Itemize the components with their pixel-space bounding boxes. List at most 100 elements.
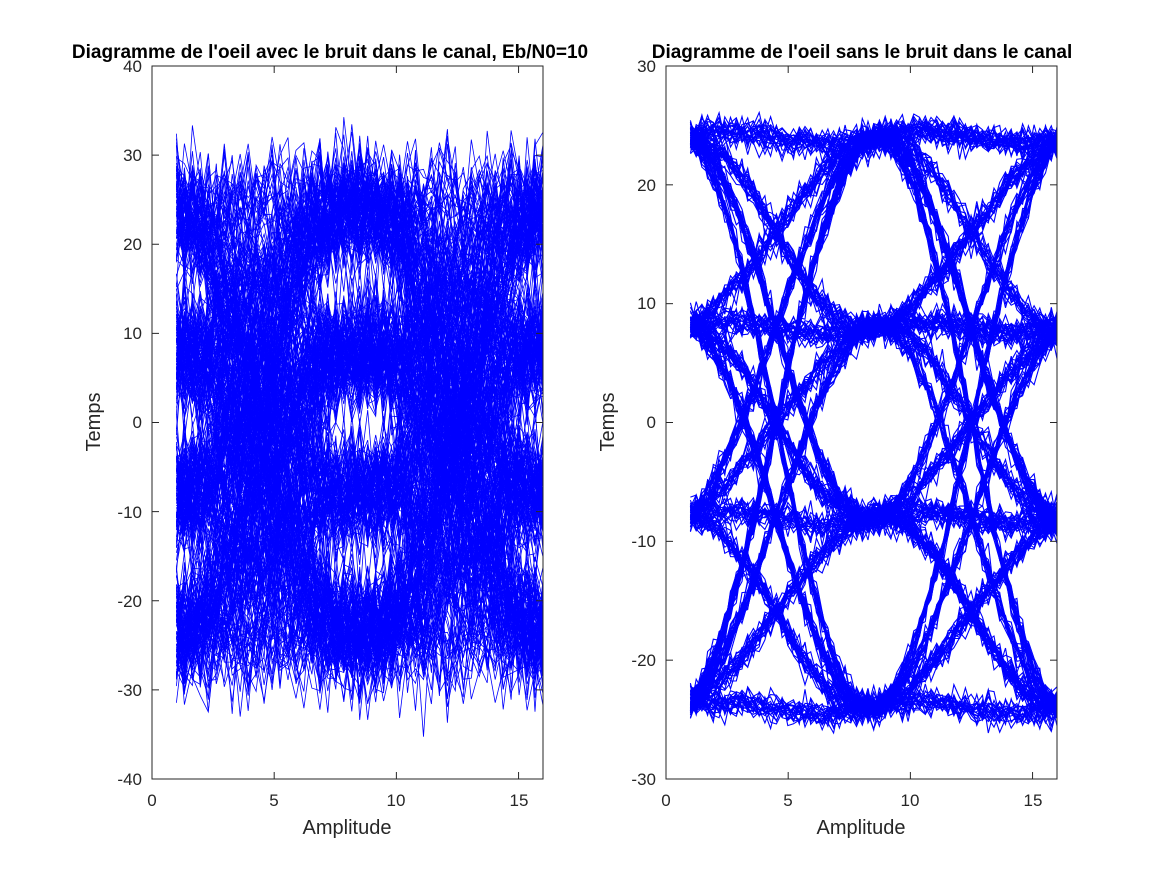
eye-trace-1-357 (689, 324, 1058, 709)
y-tick-clean-2: -10 (631, 532, 656, 551)
ticks-noisy (151, 65, 543, 780)
eye-trace-0-417 (176, 176, 544, 521)
eye-trace-1-348 (689, 142, 1058, 713)
eye-trace-0-400 (176, 180, 544, 523)
eye-trace-0-334 (176, 328, 544, 652)
eye-trace-1-356 (690, 135, 1058, 520)
eye-trace-0-350 (176, 462, 544, 688)
eye-trace-0-274 (176, 429, 544, 652)
x-tick-clean-1: 5 (783, 791, 792, 810)
eye-trace-0-401 (176, 160, 544, 677)
eye-trace-0-327 (176, 448, 544, 704)
eye-trace-0-382 (176, 204, 544, 684)
x-tick-noisy-2: 10 (387, 791, 406, 810)
eye-trace-1-187 (689, 505, 1058, 725)
eye-trace-0-349 (176, 142, 544, 376)
eye-trace-1-347 (690, 139, 1058, 723)
eye-trace-0-372 (176, 435, 544, 555)
eye-trace-1-342 (689, 689, 1058, 723)
eye-traces-clean (689, 110, 1058, 735)
eye-trace-1-341 (689, 129, 1058, 348)
eye-trace-1-350 (690, 146, 1058, 721)
eye-trace-1-358 (690, 515, 1057, 716)
y-axis-label-noisy: Temps (83, 393, 105, 452)
eye-trace-0-340 (176, 199, 544, 642)
eye-trace-0-346 (176, 151, 544, 616)
x-tick-noisy-1: 5 (269, 791, 278, 810)
eye-trace-0-414 (176, 422, 544, 667)
eye-trace-1-359 (689, 123, 1058, 525)
eye-trace-0-163 (176, 297, 544, 670)
eye-traces-noisy (176, 117, 544, 737)
eye-trace-1-337 (690, 498, 1058, 710)
eye-trace-1-354 (690, 125, 1058, 707)
eye-trace-0-403 (176, 317, 544, 651)
eye-trace-0-366 (176, 334, 544, 674)
y-tick-noisy-0: -40 (117, 770, 142, 789)
y-tick-noisy-6: 20 (123, 235, 142, 254)
x-tick-noisy-3: 15 (510, 791, 529, 810)
eye-trace-0-360 (176, 151, 544, 505)
eye-trace-0-419 (176, 432, 544, 688)
chart-title-noisy: Diagramme de l'oeil avec le bruit dans l… (72, 42, 588, 63)
eye-trace-0-348 (176, 144, 544, 625)
x-axis-label-noisy: Amplitude (303, 817, 392, 839)
eye-trace-1-312 (689, 514, 1058, 725)
eye-trace-0-399 (176, 166, 544, 645)
y-tick-clean-0: -30 (631, 770, 656, 789)
eye-trace-0-412 (176, 152, 544, 427)
eye-trace-0-389 (176, 441, 544, 672)
eye-trace-1-353 (690, 520, 1058, 733)
eye-trace-0-331 (176, 325, 544, 675)
eye-trace-0-418 (176, 265, 544, 644)
eye-trace-0-402 (176, 215, 544, 676)
eye-trace-0-410 (176, 231, 544, 545)
y-tick-clean-6: 30 (637, 57, 656, 76)
eye-trace-0-392 (176, 184, 544, 529)
eye-trace-0-404 (176, 224, 544, 672)
eye-trace-0-315 (176, 190, 544, 665)
y-tick-noisy-2: -20 (117, 592, 142, 611)
eye-trace-0-367 (176, 201, 544, 680)
eye-trace-0-415 (176, 207, 544, 675)
eye-trace-0-385 (176, 283, 544, 542)
eye-trace-0-293 (176, 165, 544, 653)
y-tick-noisy-3: -10 (117, 503, 142, 522)
x-tick-clean-2: 10 (901, 791, 920, 810)
eye-trace-0-390 (176, 291, 544, 537)
eye-trace-0-374 (176, 294, 544, 518)
y-tick-clean-4: 10 (637, 294, 656, 313)
chart-title-clean: Diagramme de l'oeil sans le bruit dans l… (652, 42, 1073, 63)
y-tick-noisy-8: 40 (123, 57, 142, 76)
eye-trace-0-408 (176, 244, 544, 547)
eye-trace-0-409 (176, 204, 544, 698)
x-axis-label-clean: Amplitude (817, 817, 906, 839)
subplot-clean: -30 -20 -10 0 10 20 30 0 5 10 15 Amplitu… (597, 42, 1072, 839)
eye-trace-0-329 (176, 206, 544, 413)
x-tick-noisy-0: 0 (147, 791, 156, 810)
x-tick-clean-3: 15 (1024, 791, 1043, 810)
y-tick-clean-1: -20 (631, 651, 656, 670)
y-tick-clean-3: 0 (647, 413, 656, 432)
y-tick-noisy-4: 0 (133, 413, 142, 432)
eye-trace-1-284 (689, 132, 1058, 711)
eye-trace-1-344 (689, 139, 1058, 538)
eye-trace-0-230 (176, 144, 544, 650)
eye-trace-0-347 (176, 138, 544, 671)
y-tick-noisy-7: 30 (123, 146, 142, 165)
eye-trace-0-275 (176, 580, 544, 711)
eye-trace-0-416 (176, 198, 544, 714)
subplot-noisy: -40 -30 -20 -10 0 10 20 30 40 0 5 10 15 … (72, 42, 588, 839)
eye-trace-0-413 (176, 157, 544, 409)
y-tick-noisy-1: -30 (117, 681, 142, 700)
y-tick-clean-5: 20 (637, 176, 656, 195)
eye-trace-0-411 (176, 143, 544, 537)
eye-trace-1-352 (690, 325, 1058, 538)
eye-trace-0-322 (176, 150, 544, 665)
eye-trace-1-349 (689, 132, 1058, 708)
y-tick-noisy-5: 10 (123, 324, 142, 343)
eye-trace-0-383 (176, 157, 544, 642)
eye-trace-1-327 (689, 321, 1058, 537)
y-axis-label-clean: Temps (597, 393, 619, 452)
